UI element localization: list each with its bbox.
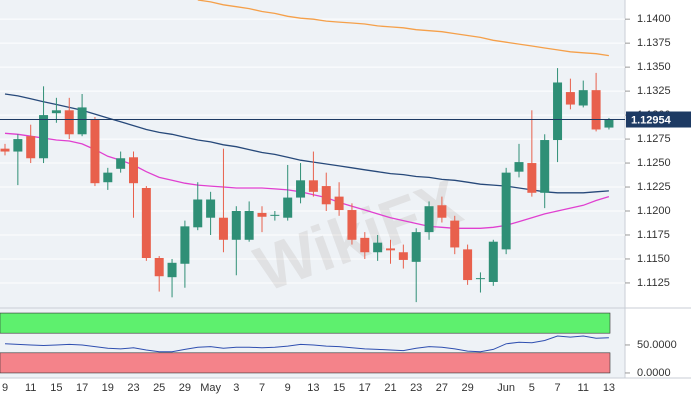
candle-body [283,197,293,218]
candle-body [553,82,563,141]
x-tick-label: 27 [436,382,448,394]
x-tick-label: 25 [153,382,165,394]
candle-body [475,278,485,280]
x-tick-label: 3 [233,382,239,394]
band [0,352,611,374]
candle-body [257,212,267,217]
x-tick-label: 23 [410,382,422,394]
ma-line [197,0,609,57]
candle-body [193,199,203,228]
candle-body [231,211,241,240]
x-tick-label: 19 [102,382,114,394]
band [0,312,611,334]
y-tick-label: 1.1250 [637,157,671,169]
candle-body [64,110,74,135]
x-tick-label: 17 [76,382,88,394]
ma-line [4,335,609,353]
y-tick-label: 1.1150 [637,253,670,265]
x-tick-label: 9 [285,382,291,394]
candle-body [270,214,280,216]
candle-body [578,90,588,106]
x-tick-label: 13 [307,382,319,394]
candle-body [308,180,318,192]
candle-body [141,187,151,259]
candle-body [39,115,49,159]
y-tick-label: 1.1200 [637,205,671,217]
x-tick-label: 15 [333,382,345,394]
y-tick-label: 0.0000 [637,367,671,379]
candle-body [296,180,306,198]
candle-body [488,241,498,282]
candle-body [90,119,100,184]
x-tick-label: 21 [384,382,396,394]
candle-body [463,249,473,281]
candle-body [411,232,421,262]
candle-body [514,162,524,172]
x-tick-label: 29 [179,382,191,394]
candle-body [591,90,601,130]
candle-body [437,205,447,218]
y-tick-label: 1.1400 [637,13,671,25]
y-tick-label: 1.1375 [637,37,671,49]
candle-body [116,158,126,169]
candle-body [154,258,164,277]
candle-body [129,157,138,184]
x-tick-label: 9 [2,382,8,394]
x-tick-label: 29 [461,382,473,394]
candle-body [527,163,537,193]
candle-body [501,172,511,250]
last-price-label: 1.12954 [631,114,672,126]
candle-body [450,220,460,248]
x-tick-label: 17 [359,382,371,394]
candle-body [386,248,395,251]
y-tick-label: 1.1175 [637,229,670,241]
candle-body [13,139,23,152]
y-tick-label: 1.1350 [637,61,671,73]
y-tick-label: 1.1275 [637,133,671,145]
candle-body [540,140,550,193]
candle-body [218,217,228,240]
candle-body [103,172,113,183]
x-tick-label: Jun [497,382,515,394]
candle-body [604,119,614,128]
candle-body [321,186,331,205]
candle-body [51,110,61,114]
candle-body [167,262,177,278]
candle-body [373,242,383,253]
x-tick-label: 13 [603,382,615,394]
x-tick-label: 7 [554,382,560,394]
candle-body [77,107,87,135]
candle-body [244,211,254,240]
x-tick-label: 23 [127,382,139,394]
x-tick-label: 5 [529,382,535,394]
x-tick-label: May [200,382,221,394]
y-tick-label: 1.1225 [637,181,671,193]
x-tick-label: 11 [25,382,36,394]
candle-body [360,237,370,253]
candle-body [180,226,190,264]
candle-body [26,136,36,159]
y-tick-label: 50.0000 [637,339,677,351]
candle-body [565,92,575,105]
candle-body [0,148,10,152]
x-tick-label: 11 [578,382,589,394]
x-tick-label: 15 [50,382,62,394]
x-tick-label: 7 [259,382,265,394]
last-price-box [626,111,691,128]
candle-body [206,199,216,218]
y-tick-label: 1.1125 [637,277,670,289]
y-tick-label: 1.1325 [637,85,671,97]
candle-body [424,206,434,233]
candle-body [398,252,408,260]
candle-body [347,210,357,240]
candle-body [334,196,344,211]
